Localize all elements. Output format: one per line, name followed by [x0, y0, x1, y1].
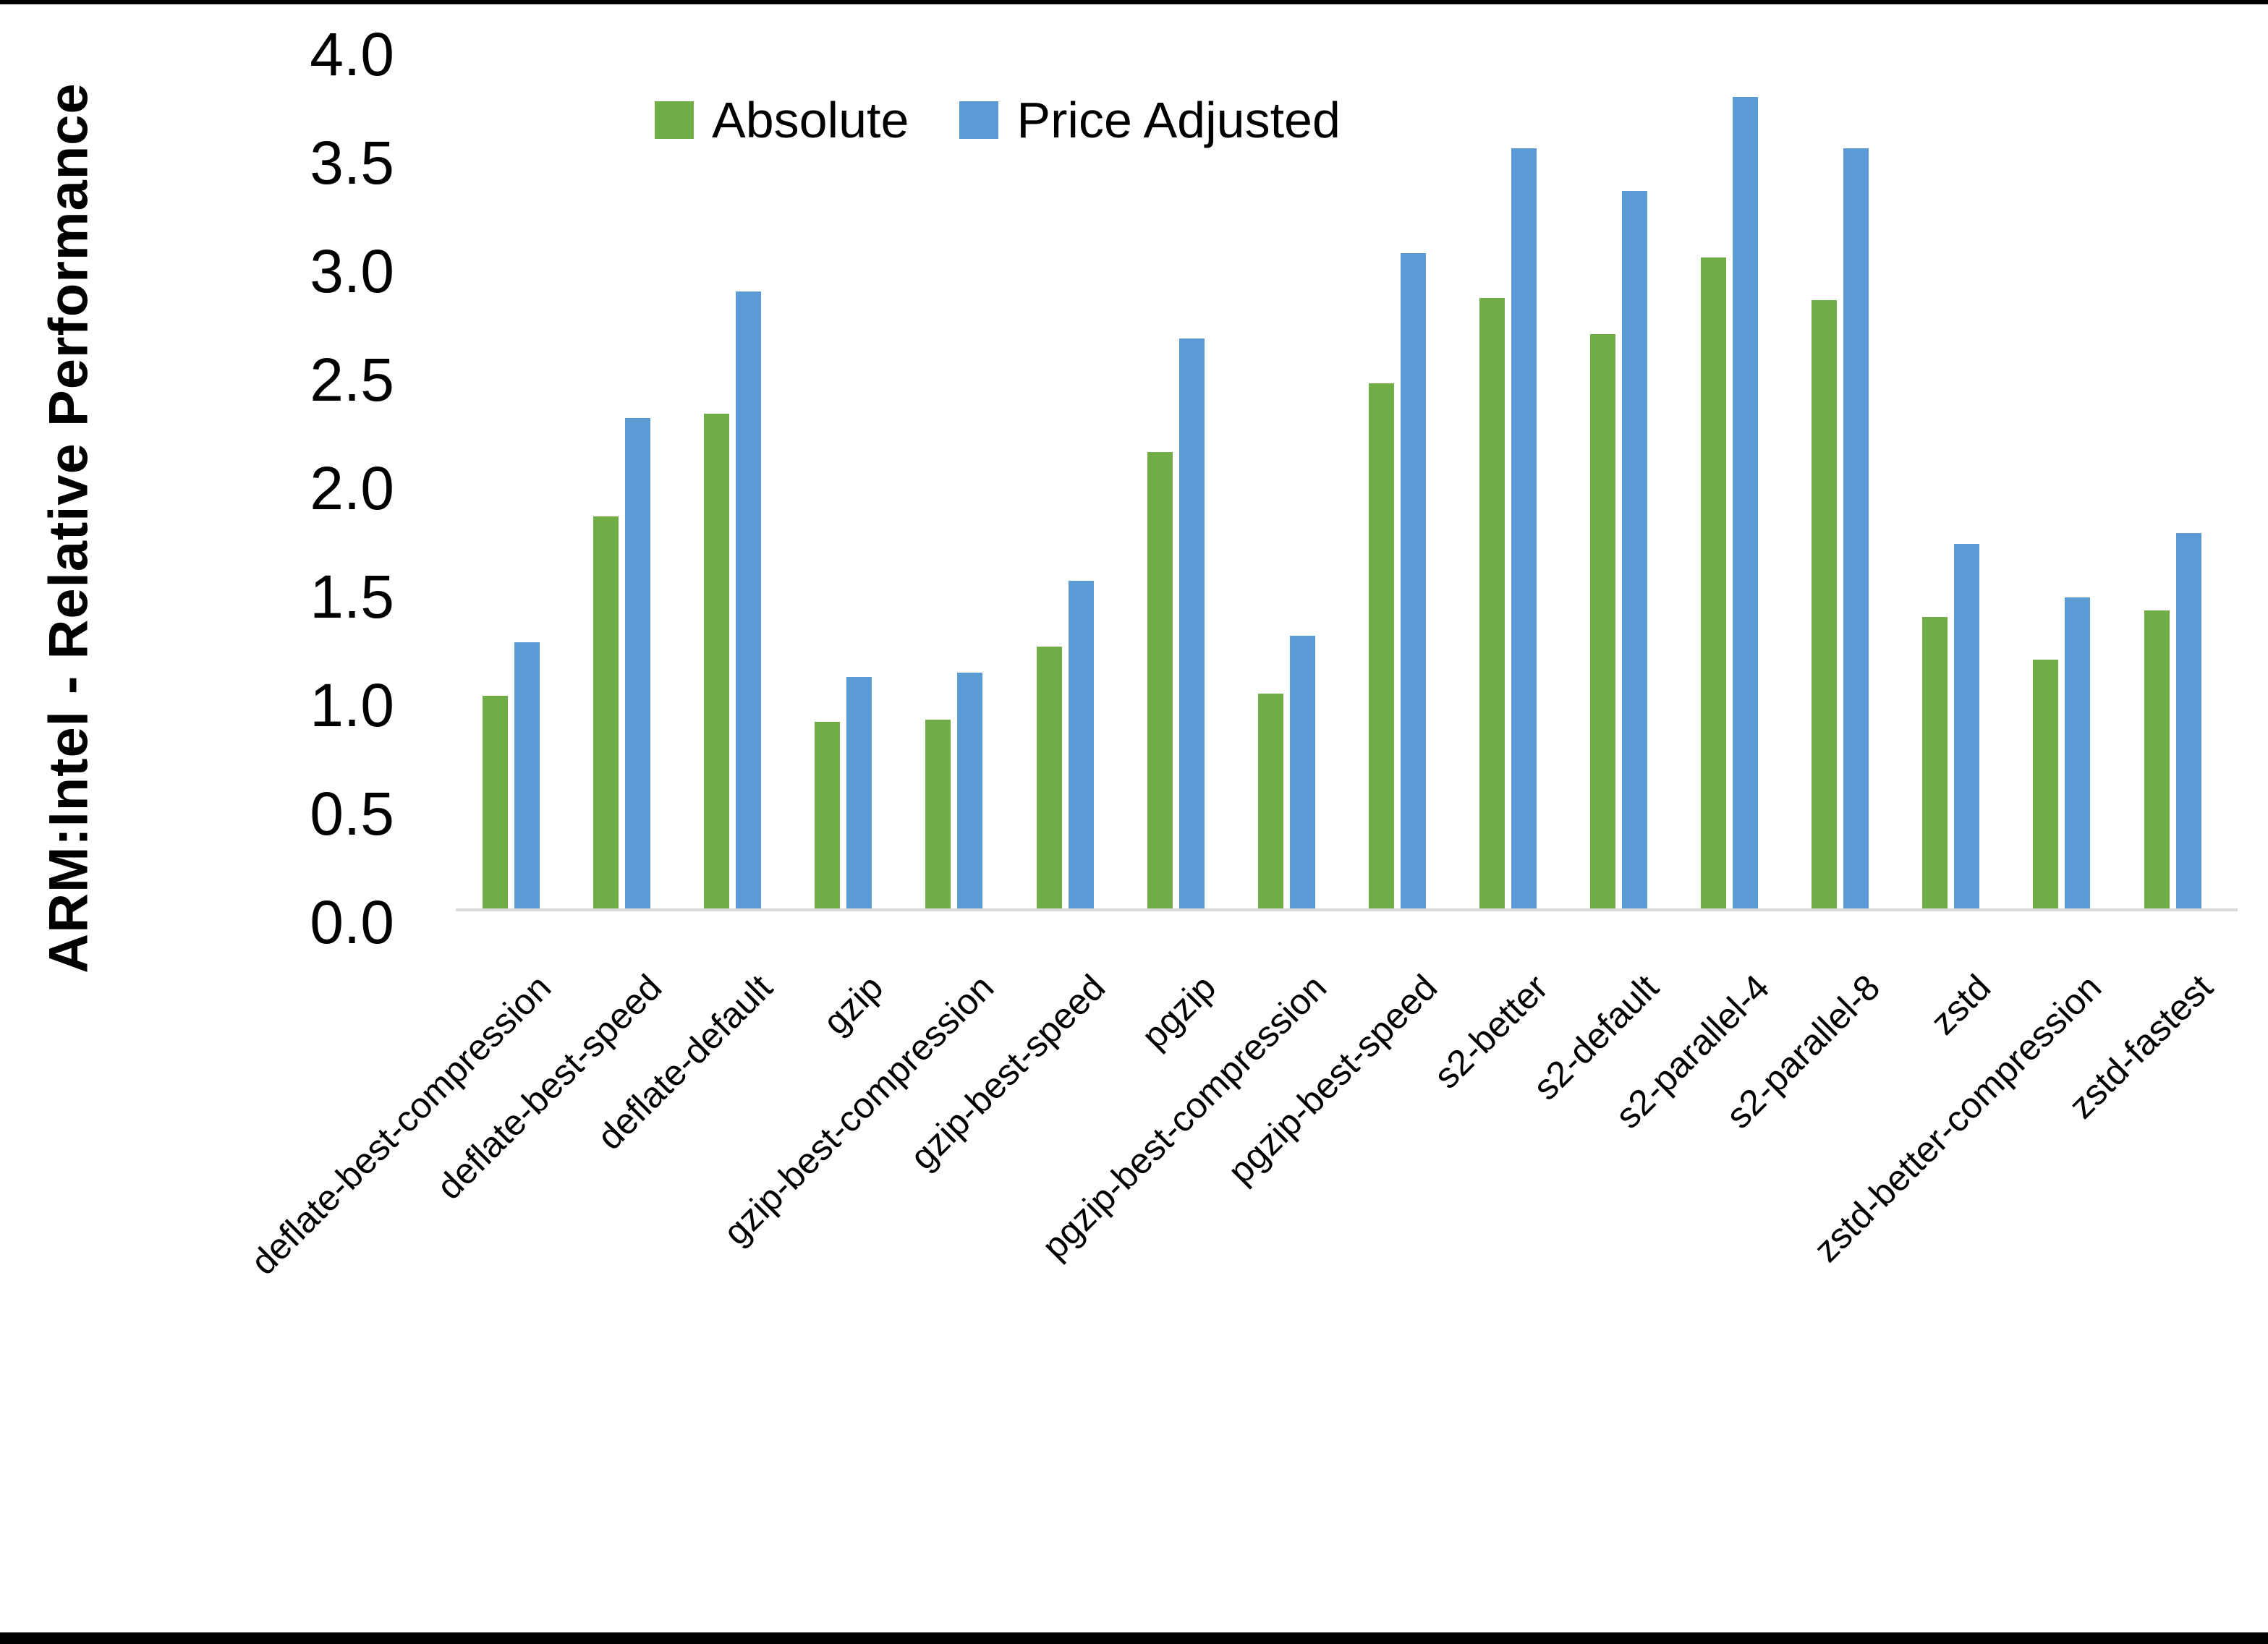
bar-absolute-pgzip-best-compression [1258, 694, 1283, 910]
legend-label: Price Adjusted [1016, 92, 1341, 148]
legend-swatch-absolute [655, 101, 694, 139]
bar-absolute-zstd [1922, 617, 1948, 910]
y-axis-title: ARM:Intel - Relative Performance [38, 82, 100, 974]
bar-absolute-s2-better [1479, 298, 1505, 910]
legend-item-absolute: Absolute [655, 91, 909, 149]
bar-price-adjusted-s2-default [1622, 191, 1647, 910]
bar-price-adjusted-deflate-best-compression [514, 642, 540, 910]
bar-absolute-gzip [815, 722, 840, 910]
bar-absolute-deflate-best-speed [593, 516, 619, 910]
bar-price-adjusted-gzip-best-compression [957, 673, 982, 910]
bar-absolute-s2-parallel-8 [1812, 300, 1837, 910]
y-tick-label: 2.5 [310, 346, 394, 414]
legend-item-price-adjusted: Price Adjusted [959, 91, 1341, 149]
x-axis-line [456, 908, 2238, 911]
bar-price-adjusted-s2-parallel-8 [1843, 148, 1869, 910]
bar-price-adjusted-pgzip [1179, 338, 1205, 910]
bar-absolute-s2-parallel-4 [1701, 257, 1726, 910]
top-border [0, 0, 2268, 4]
bar-price-adjusted-s2-better [1511, 148, 1537, 910]
bar-price-adjusted-zstd [1954, 544, 1979, 910]
y-tick-label: 3.0 [310, 237, 394, 305]
bar-price-adjusted-s2-parallel-4 [1733, 97, 1758, 910]
legend: Absolute Price Adjusted [655, 91, 1341, 149]
bar-price-adjusted-zstd-fastest [2176, 533, 2201, 910]
y-tick-label: 4.0 [310, 20, 394, 88]
bar-absolute-gzip-best-compression [925, 720, 951, 910]
bar-absolute-gzip-best-speed [1037, 647, 1062, 910]
plot-area [456, 54, 2238, 910]
y-tick-label: 1.0 [310, 671, 394, 739]
y-tick-label: 1.5 [310, 563, 394, 631]
y-tick-label: 0.0 [310, 888, 394, 956]
bar-price-adjusted-pgzip-best-speed [1401, 253, 1426, 910]
legend-swatch-price-adjusted [959, 101, 999, 139]
bar-price-adjusted-gzip [846, 677, 872, 910]
bar-absolute-deflate-best-compression [483, 696, 508, 910]
bar-price-adjusted-pgzip-best-compression [1290, 636, 1315, 910]
y-tick-label: 0.5 [310, 780, 394, 848]
bar-absolute-pgzip [1147, 452, 1173, 910]
y-tick-label: 3.5 [310, 129, 394, 197]
bar-price-adjusted-zstd-better-compression [2065, 597, 2090, 910]
bar-price-adjusted-deflate-default [736, 291, 761, 910]
bar-price-adjusted-deflate-best-speed [625, 418, 650, 910]
bar-absolute-zstd-better-compression [2033, 660, 2058, 910]
bar-price-adjusted-gzip-best-speed [1069, 581, 1094, 910]
bottom-border [0, 1632, 2268, 1644]
bar-absolute-pgzip-best-speed [1369, 383, 1394, 910]
bar-absolute-zstd-fastest [2144, 610, 2170, 910]
bar-absolute-deflate-default [704, 414, 729, 910]
bar-absolute-s2-default [1590, 334, 1615, 910]
y-tick-label: 2.0 [310, 454, 394, 522]
legend-label: Absolute [712, 92, 909, 148]
